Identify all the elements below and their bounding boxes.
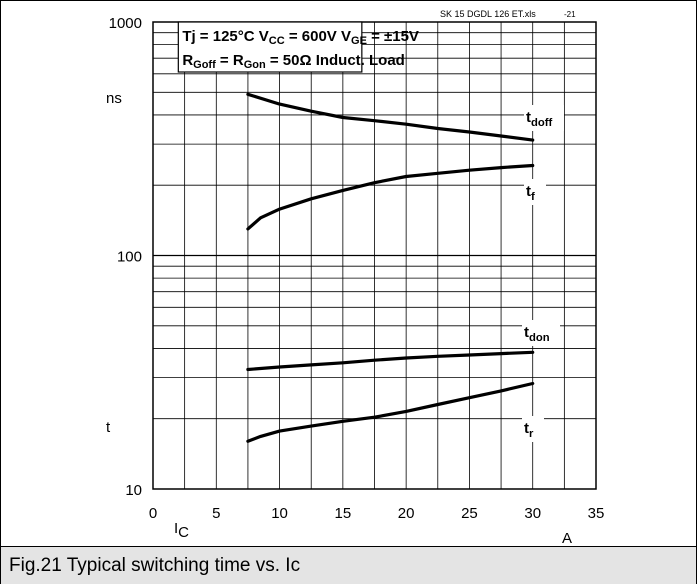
curve-t-r — [246, 381, 535, 443]
conditions-box — [177, 21, 363, 73]
x-tick-label: 25 — [461, 505, 478, 522]
x-axis-unit: A — [562, 530, 572, 547]
series-label-t-r: tr — [524, 420, 534, 440]
y-axis-unit: ns — [106, 90, 122, 107]
switching-time-chart: Tj = 125°C VCC = 600V VGE = ±15V RGoff = … — [106, 9, 605, 547]
x-tick-label: 20 — [398, 505, 415, 522]
x-tick-label: 30 — [524, 505, 541, 522]
curve-t-don — [246, 350, 535, 372]
x-tick-label: 5 — [212, 505, 220, 522]
x-tick-label: 10 — [271, 505, 288, 522]
curve-t-doff — [246, 92, 535, 142]
file-label: SK 15 DGDL 126 ET.xls — [440, 9, 536, 19]
conditions-line-2: RGoff = RGon = 50Ω Induct. Load — [182, 52, 405, 71]
series-label-bg — [524, 105, 564, 131]
series-label-bg — [522, 416, 544, 442]
series-label-t-doff: tdoff — [526, 109, 552, 129]
caption-bar: Fig.21 Typical switching time vs. Ic — [1, 546, 696, 584]
conditions-line-1: Tj = 125°C VCC = 600V VGE = ±15V — [182, 28, 419, 47]
y-tick-label: 1000 — [109, 15, 142, 32]
curve-t-f — [246, 163, 535, 231]
fig-number: -21 — [564, 10, 576, 19]
x-tick-label: 35 — [588, 505, 605, 522]
figure-caption: Fig.21 Typical switching time vs. Ic — [9, 555, 301, 576]
series-label-bg — [522, 320, 560, 346]
plot-border — [152, 21, 597, 490]
x-tick-label: 0 — [149, 505, 157, 522]
x-tick-label: 15 — [335, 505, 352, 522]
series-label-t-don: tdon — [524, 324, 550, 344]
series-label-bg — [524, 179, 546, 205]
y-tick-label: 10 — [125, 482, 142, 499]
series-label-t-f: tf — [526, 183, 535, 203]
x-axis-symbol: IC — [174, 520, 189, 541]
y-axis-symbol: t — [106, 419, 111, 436]
y-tick-label: 100 — [117, 249, 142, 266]
